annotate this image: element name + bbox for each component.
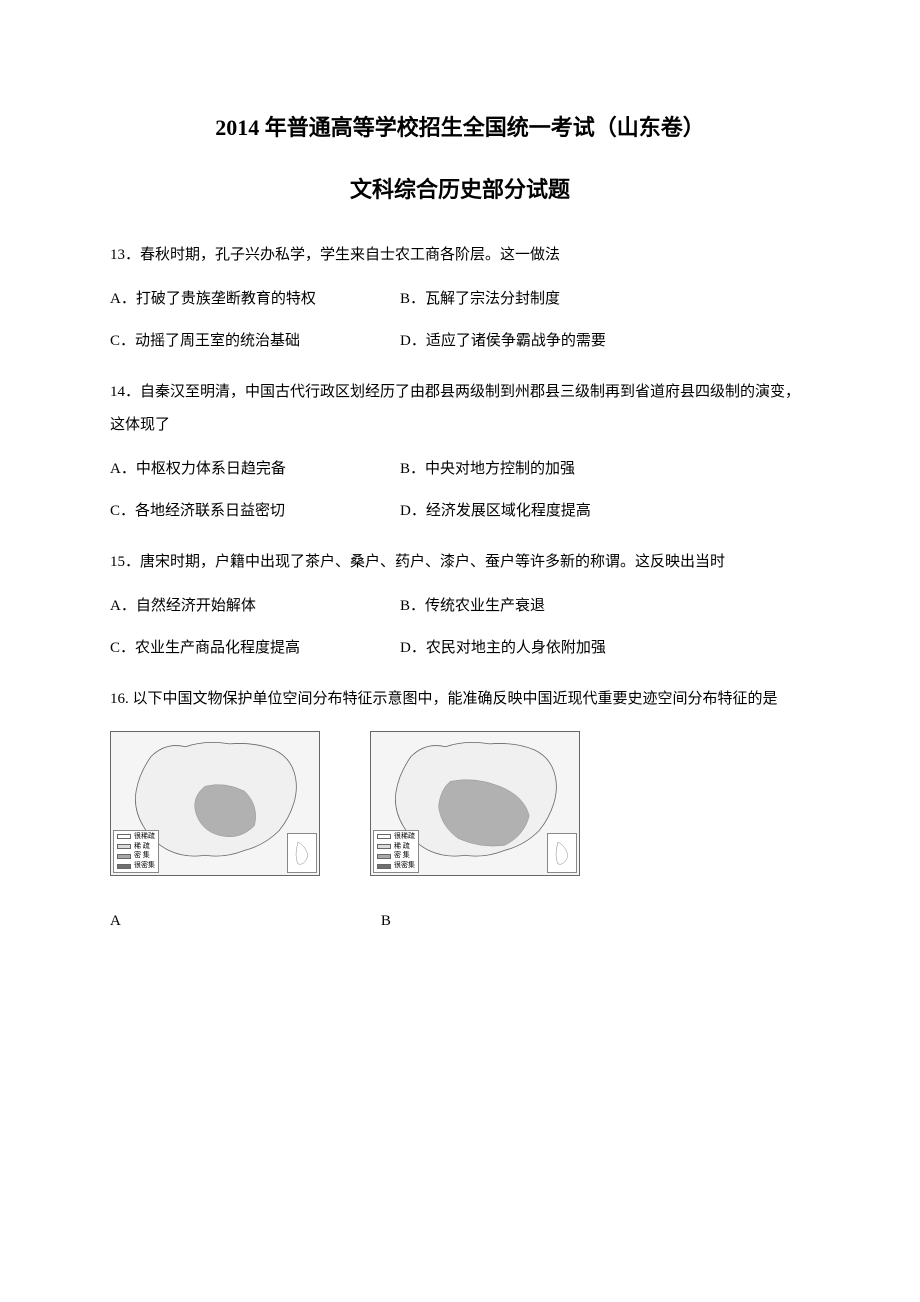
option-d: D．经济发展区域化程度提高 <box>400 496 810 526</box>
options-row: C．农业生产商品化程度提高 D．农民对地主的人身依附加强 <box>110 633 810 663</box>
legend-item: 很密集 <box>117 861 155 871</box>
question-13: 13．春秋时期，孔子兴办私学，学生来自士农工商各阶层。这一做法 A．打破了贵族垄… <box>110 239 810 356</box>
legend-item: 稀 疏 <box>377 842 415 852</box>
legend-item: 很稀疏 <box>377 832 415 842</box>
option-a: A．自然经济开始解体 <box>110 591 400 621</box>
question-stem: 13．春秋时期，孔子兴办私学，学生来自士农工商各阶层。这一做法 <box>110 239 810 272</box>
options-row: A．打破了贵族垄断教育的特权 B．瓦解了宗法分封制度 <box>110 284 810 314</box>
map-label-a: A <box>110 906 121 936</box>
map-inset <box>547 833 577 873</box>
map-legend: 很稀疏 稀 疏 密 集 很密集 <box>373 830 419 873</box>
map-container: 很稀疏 稀 疏 密 集 很密集 <box>110 731 810 876</box>
map-figure-a: 很稀疏 稀 疏 密 集 很密集 <box>110 731 320 876</box>
options-row: C．动摇了周王室的统治基础 D．适应了诸侯争霸战争的需要 <box>110 326 810 356</box>
option-b: B．传统农业生产衰退 <box>400 591 810 621</box>
option-b: B．瓦解了宗法分封制度 <box>400 284 810 314</box>
option-a: A．中枢权力体系日趋完备 <box>110 454 400 484</box>
option-c: C．动摇了周王室的统治基础 <box>110 326 400 356</box>
question-stem: 15．唐宋时期，户籍中出现了茶户、桑户、药户、漆户、蚕户等许多新的称谓。这反映出… <box>110 546 810 579</box>
exam-title-sub: 文科综合历史部分试题 <box>110 172 810 204</box>
map-label-b: B <box>381 906 391 936</box>
option-c: C．农业生产商品化程度提高 <box>110 633 400 663</box>
legend-item: 密 集 <box>377 851 415 861</box>
legend-item: 密 集 <box>117 851 155 861</box>
map-labels: A B <box>110 906 810 936</box>
map-figure-b: 很稀疏 稀 疏 密 集 很密集 <box>370 731 580 876</box>
options-row: C．各地经济联系日益密切 D．经济发展区域化程度提高 <box>110 496 810 526</box>
legend-item: 很稀疏 <box>117 832 155 842</box>
option-b: B．中央对地方控制的加强 <box>400 454 810 484</box>
question-14: 14．自秦汉至明清，中国古代行政区划经历了由郡县两级制到州郡县三级制再到省道府县… <box>110 376 810 526</box>
legend-item: 稀 疏 <box>117 842 155 852</box>
question-15: 15．唐宋时期，户籍中出现了茶户、桑户、药户、漆户、蚕户等许多新的称谓。这反映出… <box>110 546 810 663</box>
option-a: A．打破了贵族垄断教育的特权 <box>110 284 400 314</box>
question-16: 16. 以下中国文物保护单位空间分布特征示意图中，能准确反映中国近现代重要史迹空… <box>110 683 810 936</box>
map-legend: 很稀疏 稀 疏 密 集 很密集 <box>113 830 159 873</box>
map-inset <box>287 833 317 873</box>
legend-item: 很密集 <box>377 861 415 871</box>
options-row: A．自然经济开始解体 B．传统农业生产衰退 <box>110 591 810 621</box>
question-stem: 16. 以下中国文物保护单位空间分布特征示意图中，能准确反映中国近现代重要史迹空… <box>110 683 810 716</box>
option-c: C．各地经济联系日益密切 <box>110 496 400 526</box>
option-d: D．农民对地主的人身依附加强 <box>400 633 810 663</box>
question-stem: 14．自秦汉至明清，中国古代行政区划经历了由郡县两级制到州郡县三级制再到省道府县… <box>110 376 810 442</box>
options-row: A．中枢权力体系日趋完备 B．中央对地方控制的加强 <box>110 454 810 484</box>
option-d: D．适应了诸侯争霸战争的需要 <box>400 326 810 356</box>
exam-title-main: 2014 年普通高等学校招生全国统一考试（山东卷） <box>110 110 810 142</box>
